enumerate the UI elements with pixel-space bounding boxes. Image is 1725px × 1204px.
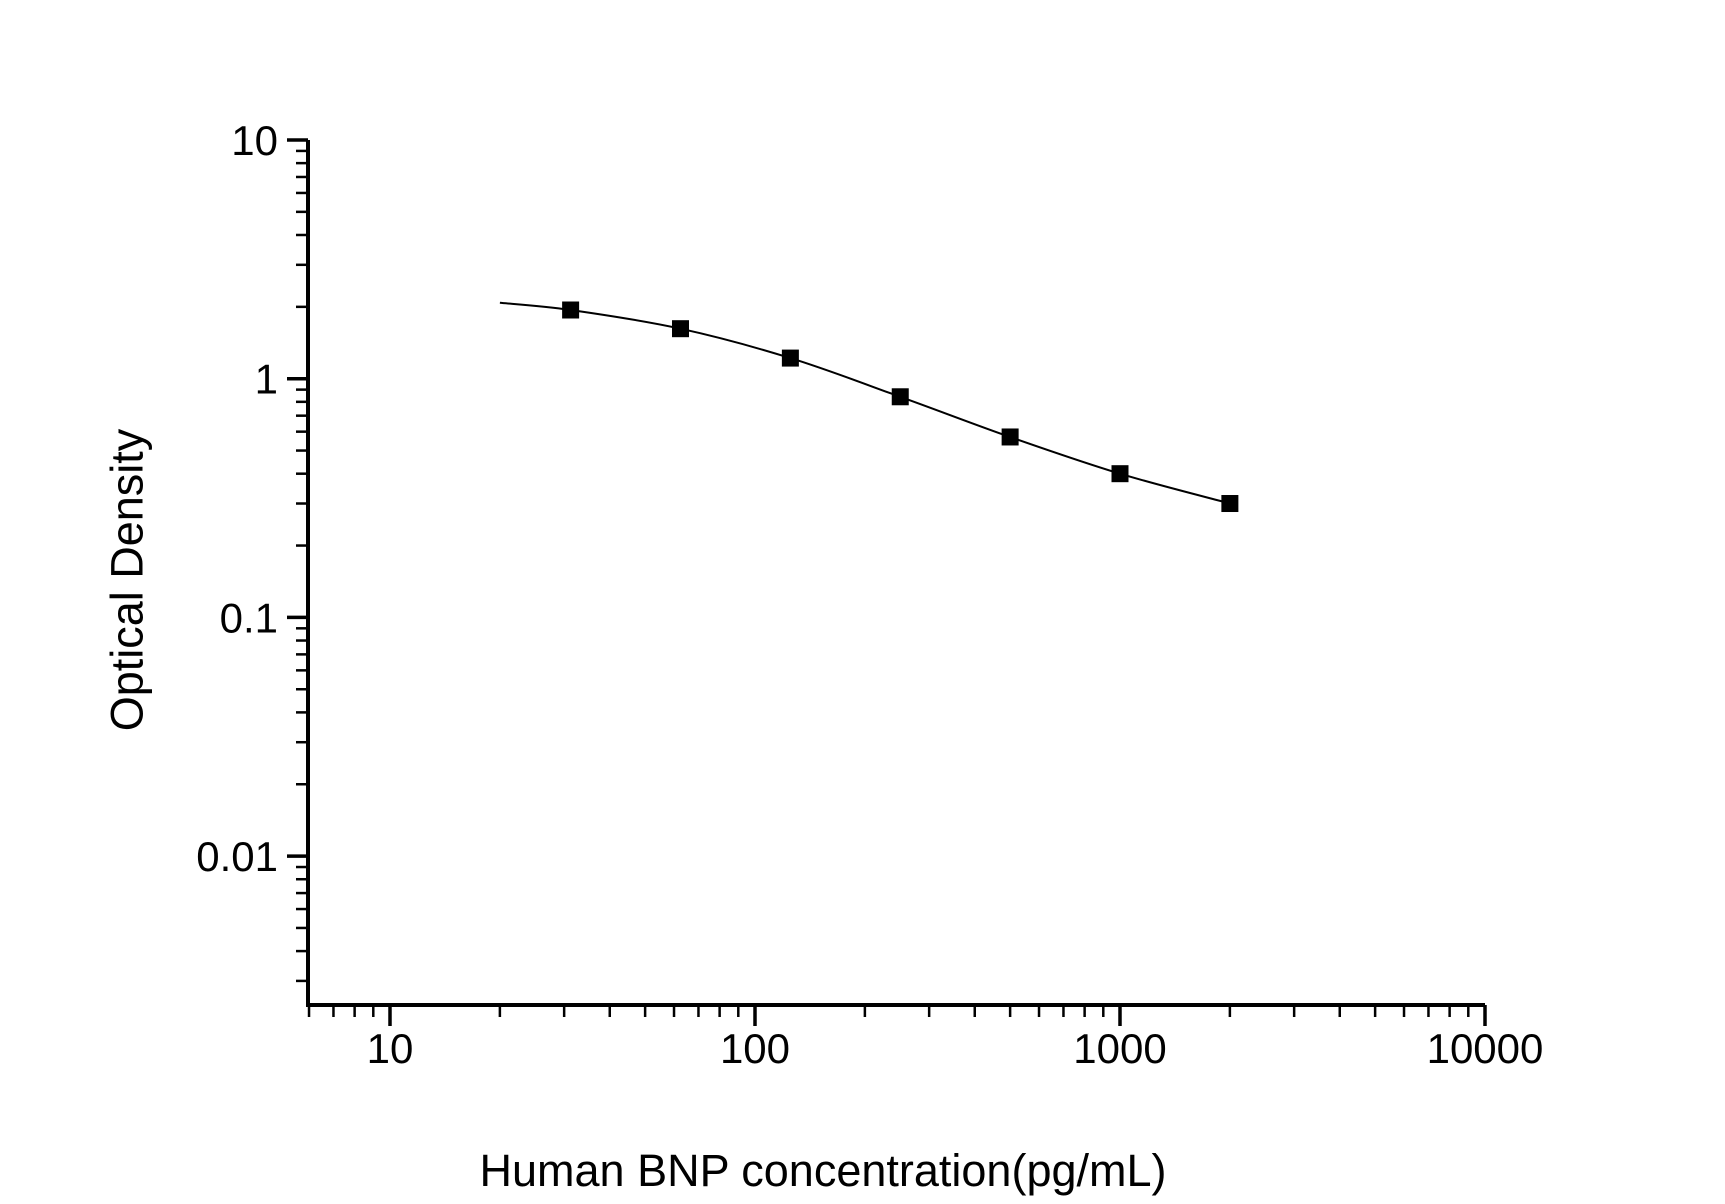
y-tick-label: 1 xyxy=(255,356,278,403)
y-axis-title: Optical Density xyxy=(101,428,153,732)
x-tick-label: 10000 xyxy=(1427,1025,1544,1072)
y-tick-label: 0.01 xyxy=(196,833,278,880)
x-tick-label: 1000 xyxy=(1073,1025,1166,1072)
data-point-marker xyxy=(1111,465,1129,483)
data-point-marker xyxy=(562,301,580,319)
data-point-marker xyxy=(671,320,689,338)
x-tick-label: 100 xyxy=(720,1025,790,1072)
y-tick-label: 0.1 xyxy=(220,594,278,641)
y-tick-label: 10 xyxy=(231,117,278,164)
data-point-marker xyxy=(891,388,909,406)
axis-spines xyxy=(306,140,1485,1007)
data-point-marker xyxy=(1001,428,1019,446)
x-tick-label: 10 xyxy=(367,1025,414,1072)
data-point-marker xyxy=(781,349,799,367)
data-point-marker xyxy=(1221,495,1239,513)
x-axis-title: Human BNP concentration(pg/mL) xyxy=(479,1145,1167,1196)
